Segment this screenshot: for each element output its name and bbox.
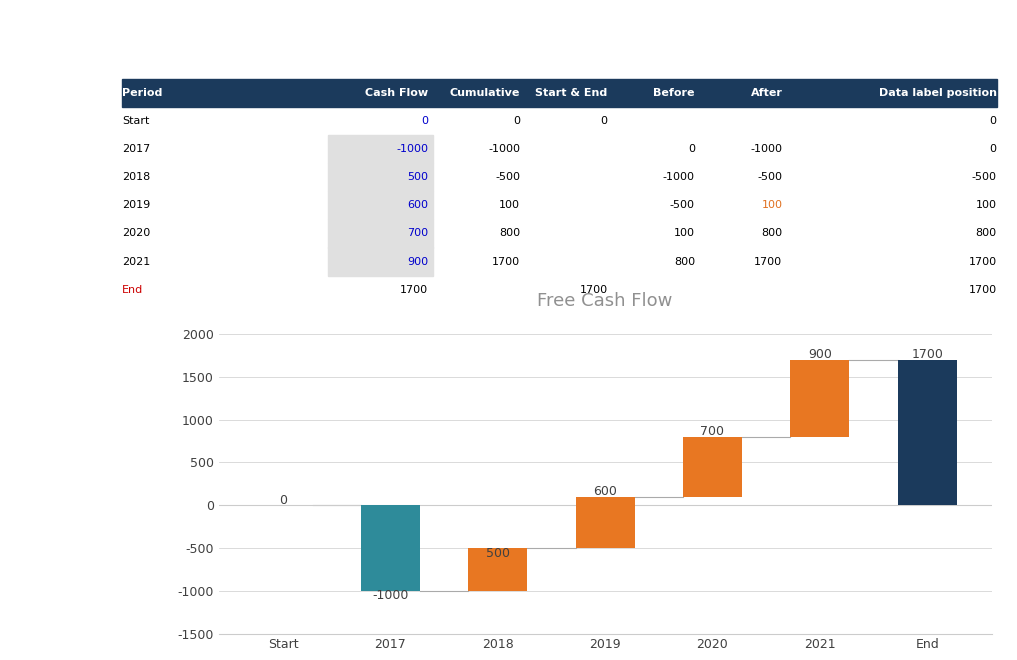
Text: -500: -500 <box>758 172 782 182</box>
Text: 1700: 1700 <box>580 284 607 294</box>
Bar <box>790 360 849 437</box>
Bar <box>468 505 527 591</box>
Text: Cumulative: Cumulative <box>450 88 520 98</box>
Text: 1700: 1700 <box>968 257 997 267</box>
Text: 2021: 2021 <box>122 257 151 267</box>
Text: Cash Flow: Cash Flow <box>365 88 428 98</box>
Text: End: End <box>122 284 143 294</box>
Text: -1000: -1000 <box>488 145 520 154</box>
Text: -1000: -1000 <box>663 172 695 182</box>
Text: 700: 700 <box>701 425 724 438</box>
Text: 1700: 1700 <box>911 348 943 361</box>
Text: 1700: 1700 <box>400 284 428 294</box>
Text: Waterfall Chart Template: Waterfall Chart Template <box>86 41 302 56</box>
Text: 100: 100 <box>499 201 520 211</box>
Text: 600: 600 <box>593 485 617 498</box>
Text: 100: 100 <box>674 228 695 238</box>
Text: -1000: -1000 <box>751 145 782 154</box>
Bar <box>898 360 957 505</box>
Text: 800: 800 <box>499 228 520 238</box>
Text: After: After <box>751 88 782 98</box>
Bar <box>327 248 432 276</box>
Bar <box>327 135 432 164</box>
Bar <box>790 437 849 505</box>
Bar <box>327 191 432 219</box>
Bar <box>327 163 432 191</box>
Text: 0: 0 <box>421 116 428 126</box>
Bar <box>576 496 635 548</box>
Text: 900: 900 <box>807 348 832 361</box>
Text: 0: 0 <box>600 116 607 126</box>
Bar <box>468 548 527 591</box>
Text: 0: 0 <box>990 116 997 126</box>
Text: Before: Before <box>653 88 695 98</box>
Text: 800: 800 <box>762 228 782 238</box>
Text: 0: 0 <box>990 145 997 154</box>
Text: 1700: 1700 <box>968 284 997 294</box>
Text: 0: 0 <box>513 116 520 126</box>
Text: -500: -500 <box>495 172 520 182</box>
Text: -500: -500 <box>971 172 997 182</box>
Text: 0: 0 <box>687 145 695 154</box>
Text: -1000: -1000 <box>397 145 428 154</box>
Bar <box>683 496 742 505</box>
Text: Data label position: Data label position <box>879 88 997 98</box>
Bar <box>576 505 635 548</box>
Text: 600: 600 <box>407 201 428 211</box>
Text: Start: Start <box>122 116 149 126</box>
Text: 1700: 1700 <box>492 257 520 267</box>
Text: 1700: 1700 <box>755 257 782 267</box>
Text: -1000: -1000 <box>372 589 409 603</box>
Text: -500: -500 <box>670 201 695 211</box>
Text: 0: 0 <box>279 494 287 506</box>
Text: 2018: 2018 <box>122 172 151 182</box>
Text: 500: 500 <box>407 172 428 182</box>
Text: 100: 100 <box>762 201 782 211</box>
Text: 2017: 2017 <box>122 145 151 154</box>
Bar <box>683 437 742 496</box>
Text: 500: 500 <box>486 546 510 560</box>
Text: 800: 800 <box>674 257 695 267</box>
Text: 2019: 2019 <box>122 201 151 211</box>
Bar <box>361 505 420 591</box>
Title: Free Cash Flow: Free Cash Flow <box>537 292 673 310</box>
Text: Start & End: Start & End <box>535 88 607 98</box>
Bar <box>122 79 997 107</box>
Text: Period: Period <box>122 88 163 98</box>
Text: 700: 700 <box>407 228 428 238</box>
Text: 2020: 2020 <box>122 228 151 238</box>
Bar <box>327 219 432 248</box>
Text: © Corporate Finance Institute®. All rights reserved.: © Corporate Finance Institute®. All righ… <box>8 5 262 16</box>
Text: 100: 100 <box>975 201 997 211</box>
Text: 900: 900 <box>407 257 428 267</box>
Text: 800: 800 <box>975 228 997 238</box>
